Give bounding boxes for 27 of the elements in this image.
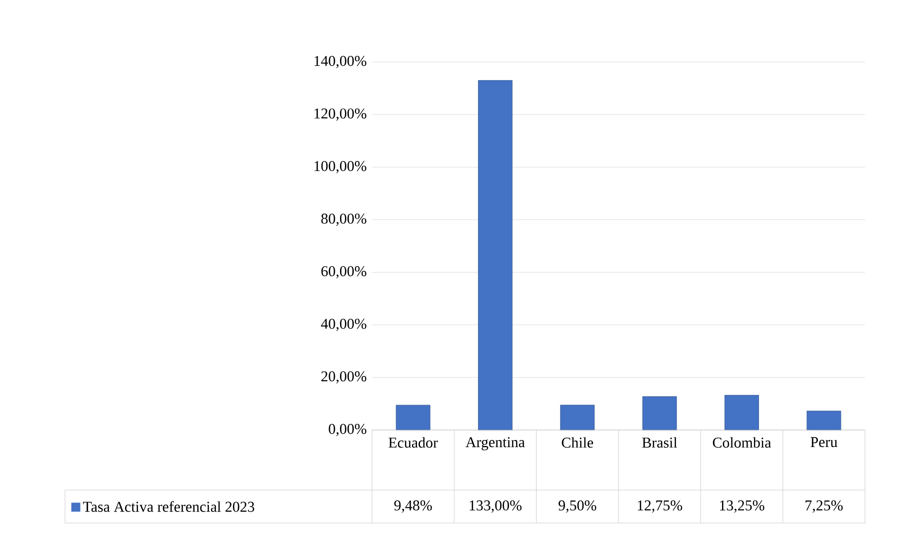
y-tick-label: 0,00% <box>328 424 366 436</box>
bar <box>806 410 842 430</box>
y-tick-label: 60,00% <box>321 266 366 278</box>
data-label: 13,25% <box>720 500 764 513</box>
x-tick-label: Chile <box>562 437 594 448</box>
bar <box>478 80 512 430</box>
bar <box>642 396 677 430</box>
x-tick-label: Ecuador <box>388 437 438 448</box>
y-tick-label: 100,00% <box>314 161 366 174</box>
y-tick-label: 40,00% <box>321 318 366 331</box>
y-tick-label: 80,00% <box>321 214 366 226</box>
data-label: 9,48% <box>394 500 432 513</box>
y-tick-label: 140,00% <box>314 56 366 68</box>
legend-label: Tasa Activa referencial 2023 <box>83 501 254 512</box>
data-label: 133,00% <box>470 500 522 513</box>
data-label: 7,25% <box>806 500 843 513</box>
x-tick-label: Peru <box>810 437 838 448</box>
x-tick-label: Colombia <box>712 437 772 448</box>
data-label: 9,50% <box>558 500 596 513</box>
x-tick-label: Brasil <box>642 437 678 448</box>
bar <box>560 404 595 430</box>
y-tick-label: 20,00% <box>321 371 366 384</box>
bar <box>724 394 759 430</box>
x-tick-label: Argentina <box>466 437 525 450</box>
data-label: 12,75% <box>638 500 682 513</box>
y-tick-label: 120,00% <box>314 108 366 121</box>
bar <box>396 404 430 430</box>
